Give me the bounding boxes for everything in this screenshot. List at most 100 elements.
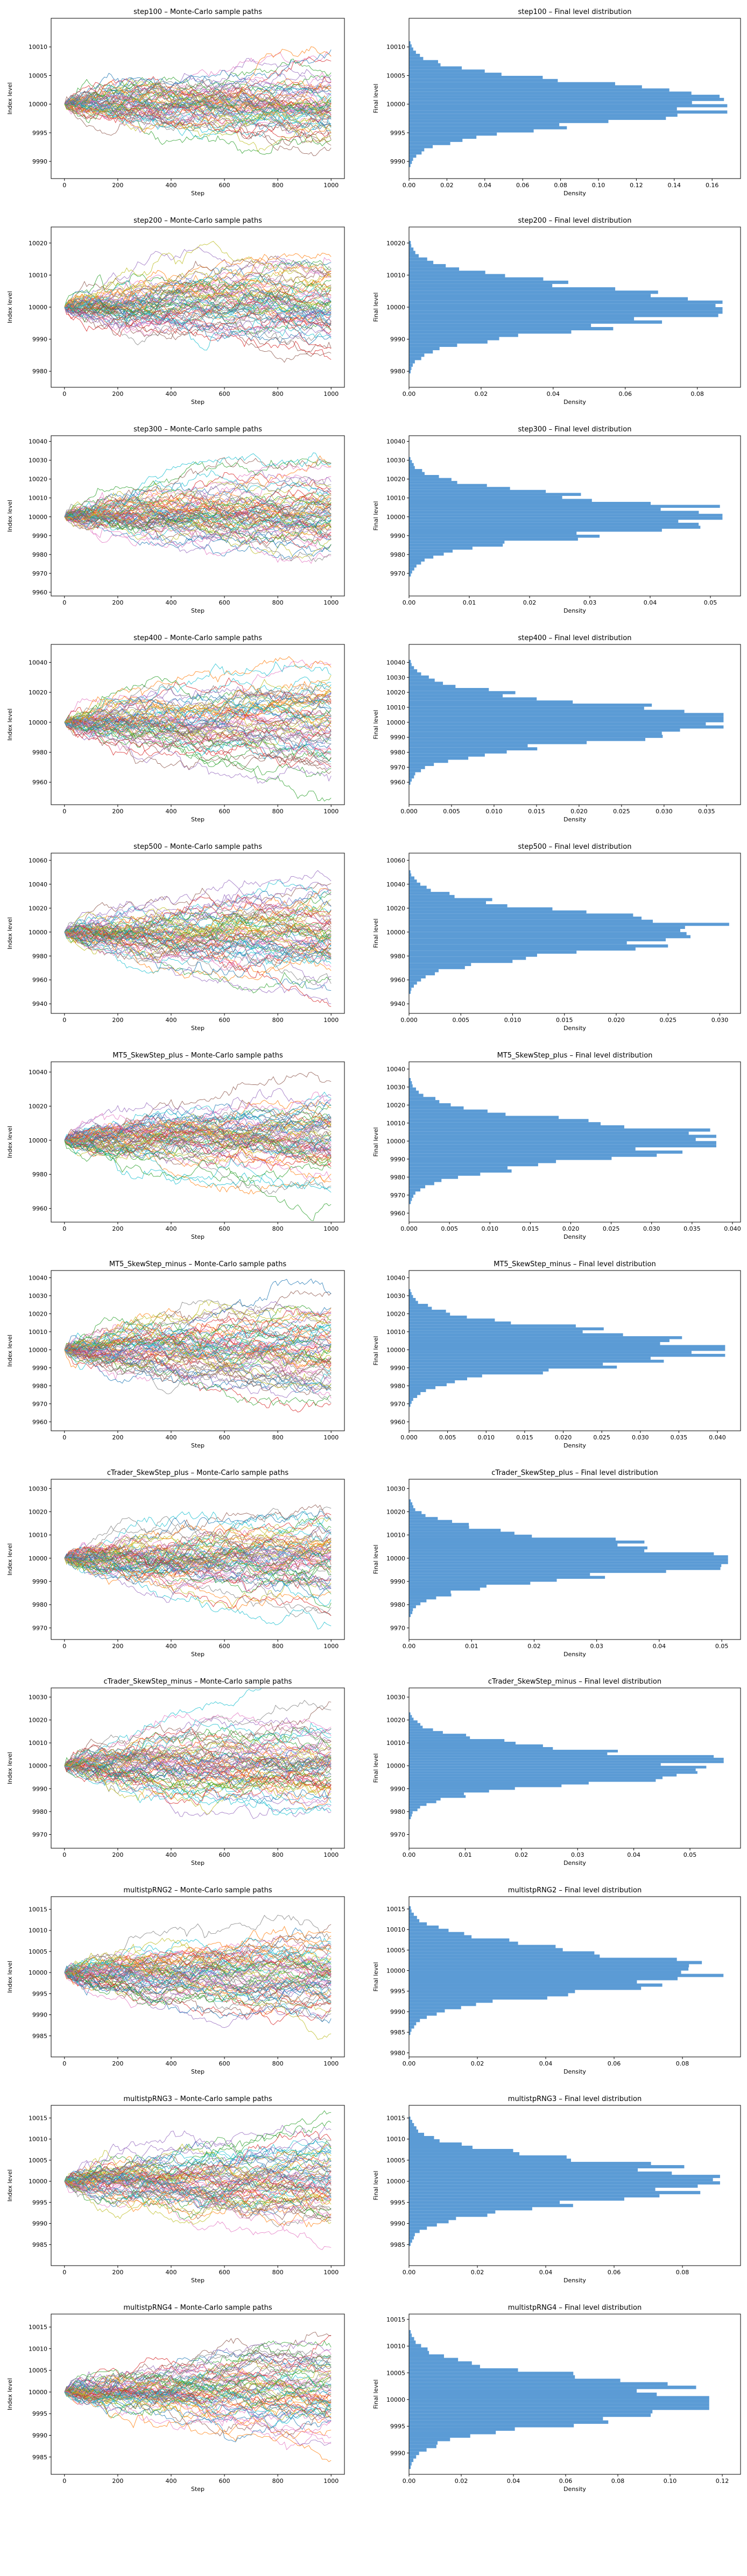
- sample-path-line: [64, 719, 332, 777]
- x-tick-label: 0.00: [403, 391, 416, 398]
- y-axis-label: Index level: [6, 1752, 13, 1784]
- histogram-bar: [409, 254, 419, 258]
- x-tick-label: 600: [219, 599, 230, 606]
- histogram-bar: [409, 1508, 415, 1511]
- x-tick-label: 0.00: [403, 1643, 416, 1650]
- histogram-bar: [409, 2230, 420, 2233]
- y-tick-label: 9990: [32, 2012, 47, 2019]
- histogram-bar: [409, 60, 438, 63]
- histogram-bar: [409, 357, 421, 360]
- chart-title: step200 – Final level distribution: [518, 217, 632, 225]
- y-tick-label: 9990: [32, 1578, 47, 1585]
- y-tick-label: 10010: [386, 704, 405, 711]
- x-tick-label: 200: [112, 1225, 123, 1232]
- x-tick-label: 0.000: [400, 1017, 418, 1024]
- histogram-bar: [409, 2465, 411, 2469]
- histogram-bar: [409, 2448, 427, 2452]
- histogram-bar: [409, 944, 668, 948]
- y-tick-label: 9960: [32, 1205, 47, 1212]
- y-tick-label: 9990: [32, 1365, 47, 1372]
- y-tick-label: 10000: [386, 2396, 405, 2403]
- axes-frame: [51, 1479, 345, 1640]
- sample-path-line: [64, 281, 332, 315]
- sample-path-line: [64, 1972, 332, 2021]
- histogram-bar: [409, 990, 411, 994]
- x-tick-label: 600: [219, 2478, 230, 2485]
- x-tick-label: 200: [112, 808, 123, 815]
- y-tick-label: 10020: [29, 905, 47, 912]
- histogram-bars: [409, 41, 728, 167]
- sample-path-line: [64, 1969, 332, 2010]
- axes-frame: [408, 1270, 741, 1431]
- y-tick-label: 9960: [390, 977, 405, 984]
- sample-path-line: [64, 931, 332, 991]
- sample-path-line: [64, 1548, 332, 1567]
- sample-path-line: [64, 1942, 332, 1978]
- y-tick-label: 9980: [32, 1171, 47, 1178]
- histogram-bar: [409, 1153, 657, 1157]
- sample-path-line: [64, 1123, 332, 1160]
- x-tick-label: 0.020: [570, 808, 588, 815]
- sample-path-line: [64, 2387, 332, 2408]
- histogram-bar: [409, 126, 567, 130]
- x-tick-label: 600: [219, 1017, 230, 1024]
- chart-title: step500 – Final level distribution: [518, 843, 632, 851]
- histogram-bar: [409, 2119, 412, 2123]
- histogram-bar: [409, 508, 661, 511]
- sample-path-line: [64, 1745, 332, 1773]
- y-tick-label: 10040: [29, 659, 47, 666]
- histogram-bar: [409, 260, 434, 264]
- sample-path-line: [64, 676, 332, 723]
- sample-path-line: [64, 1965, 332, 2006]
- histogram-bar: [409, 1182, 434, 1186]
- histogram-bar: [409, 552, 444, 556]
- y-tick-label: 9970: [390, 1624, 405, 1631]
- histogram-bar: [409, 1763, 661, 1766]
- histogram-bar: [409, 1967, 689, 1971]
- histogram-bar: [409, 1122, 601, 1126]
- histogram-bar: [409, 966, 465, 969]
- y-tick-label: 9980: [390, 953, 405, 960]
- y-tick-label: 10020: [386, 1717, 405, 1724]
- sample-path-line: [64, 1741, 332, 1770]
- y-tick-label: 10040: [386, 659, 405, 666]
- histogram-bar: [409, 879, 417, 883]
- sample-path-line: [64, 505, 332, 553]
- histogram-bar: [409, 484, 487, 487]
- histogram-bar: [409, 1912, 414, 1916]
- histogram-bar: [409, 2396, 709, 2400]
- histogram-bar: [409, 1977, 678, 1981]
- sample-path-line: [64, 1127, 332, 1158]
- histogram-bar: [409, 1591, 451, 1594]
- histogram-bar: [409, 2139, 440, 2143]
- sample-path-line: [64, 452, 332, 517]
- histogram-bar: [409, 675, 429, 679]
- histogram-bar: [409, 1734, 467, 1737]
- x-tick-label: 0: [62, 1434, 66, 1441]
- y-tick-label: 10000: [29, 1137, 47, 1144]
- histogram-bar: [409, 1327, 604, 1331]
- y-tick-label: 10010: [29, 272, 47, 279]
- sample-path-line: [64, 69, 332, 120]
- histogram-bars: [409, 2116, 720, 2246]
- y-tick-label: 10010: [29, 2345, 47, 2352]
- histogram-bar: [409, 2434, 470, 2438]
- x-tick-label: 0.04: [539, 2269, 553, 2276]
- sample-path-line: [64, 701, 332, 737]
- histogram-bar: [409, 1718, 414, 1721]
- x-axis-label: Step: [191, 1651, 205, 1658]
- y-tick-label: 10040: [386, 438, 405, 445]
- sample-path-line: [64, 1970, 332, 2005]
- sample-path-line: [64, 718, 332, 748]
- sample-path-line: [64, 1328, 332, 1360]
- sample-path-line: [64, 304, 332, 360]
- sample-path-line: [64, 1958, 332, 1998]
- histogram-bar: [409, 659, 411, 663]
- histogram-bar: [409, 2019, 420, 2023]
- histogram-bar: [409, 889, 431, 892]
- y-tick-label: 9960: [32, 977, 47, 984]
- histogram-bar: [409, 1525, 469, 1529]
- histogram-bar: [409, 666, 414, 670]
- sample-path-line: [64, 1549, 332, 1578]
- histogram-bar: [409, 2330, 411, 2334]
